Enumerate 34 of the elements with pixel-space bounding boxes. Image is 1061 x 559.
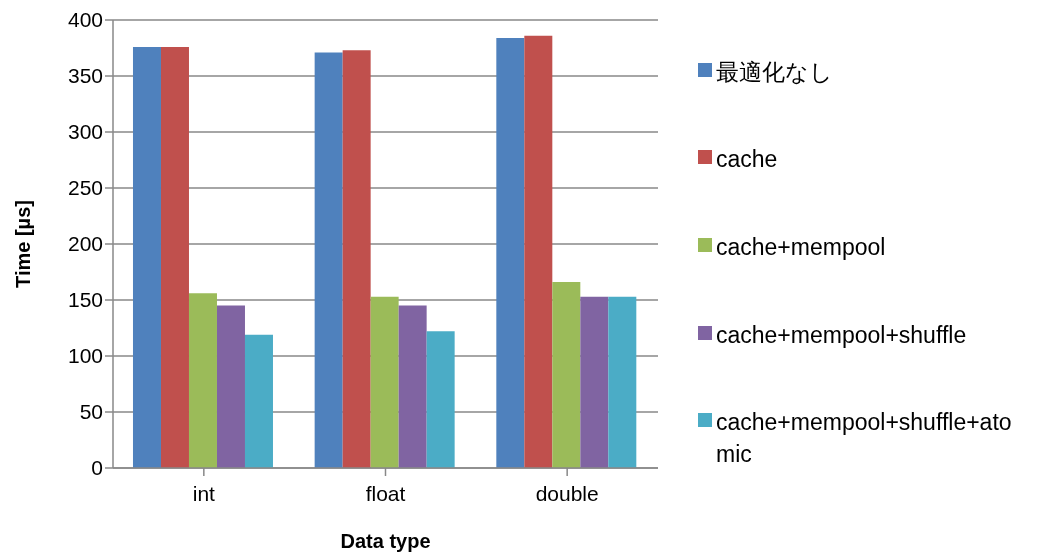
legend-label: cache+mempool+shuffle [716,320,967,350]
bar [216,305,245,468]
legend-label: cache+mempool+shuffle+atomic [716,408,1013,470]
y-tick-label: 300 [67,120,103,144]
y-tick-label: 100 [67,344,103,368]
x-tick-label: float [365,481,406,505]
x-axis-title: Data type [340,530,431,552]
bar [524,35,553,468]
bar [244,334,273,468]
legend-label: cache+mempool [716,233,886,262]
bar [608,296,637,468]
x-tick-label: double [535,481,599,505]
bar [580,296,609,468]
bar [314,52,343,468]
bar [496,37,525,468]
y-tick-label: 200 [67,232,103,256]
y-tick-label: 350 [67,64,103,88]
y-tick-label: 400 [67,8,103,32]
bar [132,46,161,468]
bar [188,293,217,468]
y-tick-label: 250 [67,176,103,200]
y-tick-label: 150 [67,288,103,312]
bar [398,305,427,468]
bar [552,282,581,468]
y-tick-label: 50 [79,400,103,424]
legend-label: 最適化なし [716,57,833,87]
bar [370,296,399,468]
bar [426,331,455,468]
y-tick-label: 0 [91,456,103,480]
bar [342,50,371,468]
bar [160,46,189,468]
x-tick-label: int [192,481,216,505]
legend-label: cache [716,145,778,175]
y-axis-title: Time [µs] [12,200,35,288]
